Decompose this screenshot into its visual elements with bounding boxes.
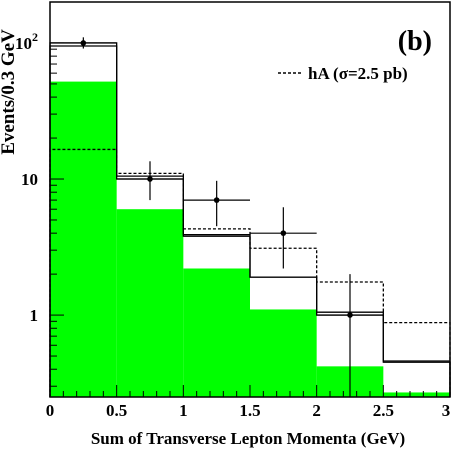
data-point-3 [280,230,287,236]
filled-bar-bin-5 [383,392,450,397]
data-point-0 [80,40,87,46]
filled-bar-bin-2 [183,268,250,397]
histogram-lines [49,42,451,397]
filled-bar-bin-1 [116,209,184,397]
background-histogram-2 [49,45,451,397]
panel-label: (b) [398,26,432,57]
signal-histogram-3 [49,148,451,397]
legend-label: hA (σ=2.5 pb) [308,64,408,83]
x-tick-label: 1.5 [239,401,260,420]
x-tick-label: 0.5 [106,401,127,420]
x-tick-label: 3 [442,401,451,420]
y-tick-exponent: 2 [32,30,38,44]
data-point-1 [147,176,153,182]
x-tick-label: 1 [179,401,188,420]
data-point-4 [347,312,353,318]
y-axis-label: Events/0.3 GeV [0,29,19,155]
x-tick-label: 2 [312,401,321,420]
y-tick-label: 10 [21,170,38,189]
data-point-2 [213,197,220,203]
x-tick-label: 2.5 [373,401,394,420]
filled-bar-bin-3 [250,309,317,397]
y-tick-label: 10 [15,34,32,53]
y-tick-label: 1 [30,306,39,325]
x-axis-label: Sum of Transverse Lepton Momenta (GeV) [91,429,405,448]
filled-bar-bin-0 [50,81,117,397]
axis-ticks [49,1,451,397]
x-tick-label: 0 [46,401,55,420]
